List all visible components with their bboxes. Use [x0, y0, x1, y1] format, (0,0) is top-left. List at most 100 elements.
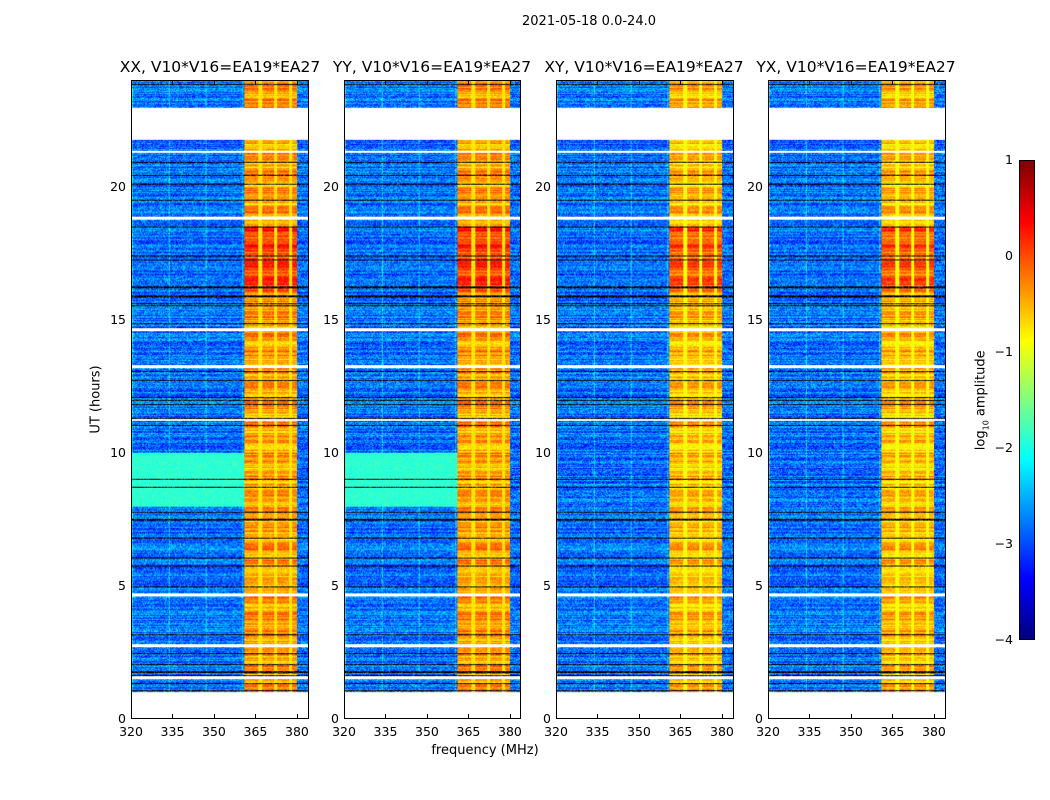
x-tick-mark [768, 714, 769, 719]
x-tick-label: 335 [797, 724, 822, 739]
x-tick-label: 335 [373, 724, 398, 739]
y-tick-label: 0 [331, 711, 339, 726]
x-tick-mark [468, 714, 470, 719]
x-tick-mark [131, 80, 132, 85]
x-tick-label: 350 [839, 724, 863, 739]
x-tick-mark [131, 714, 132, 719]
panel-title-xx: XX, V10*V16=EA19*EA27 [119, 58, 321, 76]
panel-title-yx: YX, V10*V16=EA19*EA27 [756, 58, 956, 76]
x-tick-label: 320 [756, 724, 780, 739]
y-tick-label: 10 [323, 444, 339, 460]
x-tick-mark [509, 80, 511, 85]
x-tick-label: 320 [544, 724, 568, 739]
colorbar [1019, 160, 1035, 640]
y-tick-label: 5 [331, 577, 339, 593]
y-tick-label: 10 [747, 444, 763, 460]
x-tick-mark [680, 80, 682, 85]
x-tick-mark [809, 80, 811, 85]
x-tick-mark [768, 80, 769, 85]
x-tick-mark [255, 80, 257, 85]
x-tick-mark [933, 80, 935, 85]
x-tick-mark [385, 80, 387, 85]
x-tick-mark [296, 714, 298, 719]
y-tick-label: 5 [543, 577, 551, 593]
heatmap-panel-xx [131, 80, 309, 719]
x-tick-label: 350 [627, 724, 651, 739]
x-tick-label: 320 [119, 724, 143, 739]
x-tick-label: 380 [922, 724, 946, 739]
x-tick-mark [255, 714, 257, 719]
heatmap-panel-yx [768, 80, 946, 719]
x-tick-mark [344, 714, 345, 719]
x-tick-label: 365 [456, 724, 481, 739]
y-tick-label: 5 [755, 577, 763, 593]
x-tick-mark [213, 80, 215, 85]
y-tick-label: 15 [535, 311, 551, 327]
y-tick-label: 0 [755, 711, 763, 726]
colorbar-tick-label: −4 [994, 632, 1013, 647]
heatmap-panel-yy [344, 80, 521, 719]
x-tick-label: 380 [710, 724, 734, 739]
x-tick-mark [597, 80, 599, 85]
x-tick-label: 335 [585, 724, 610, 739]
colorbar-tick-label: −2 [994, 440, 1013, 455]
panel-title-xy: XY, V10*V16=EA19*EA27 [544, 58, 744, 76]
y-tick-label: 0 [118, 711, 126, 726]
x-tick-mark [597, 714, 599, 719]
figure-title: 2021-05-18 0.0-24.0 [522, 14, 656, 29]
colorbar-gradient [1020, 161, 1034, 639]
x-axis-label: frequency (MHz) [431, 743, 539, 758]
heatmap-yx [769, 81, 945, 718]
y-tick-label: 10 [110, 444, 126, 460]
heatmap-xy [557, 81, 733, 718]
heatmap-xx [132, 81, 308, 718]
colorbar-label: log10 amplitude [973, 350, 991, 451]
x-tick-mark [680, 714, 682, 719]
x-tick-mark [556, 714, 557, 719]
y-tick-label: 15 [747, 311, 763, 327]
y-tick-label: 20 [323, 178, 339, 194]
x-tick-mark [892, 80, 894, 85]
y-tick-label: 20 [110, 178, 126, 194]
y-axis-label: UT (hours) [88, 365, 104, 434]
x-tick-mark [385, 714, 387, 719]
x-tick-mark [426, 80, 428, 85]
x-tick-mark [172, 80, 174, 85]
x-tick-mark [344, 80, 345, 85]
x-tick-mark [892, 714, 894, 719]
y-tick-label: 0 [543, 711, 551, 726]
y-tick-label: 10 [535, 444, 551, 460]
x-tick-mark [721, 80, 723, 85]
x-tick-label: 380 [498, 724, 522, 739]
x-tick-mark [809, 714, 811, 719]
x-tick-mark [426, 714, 428, 719]
x-tick-mark [850, 80, 852, 85]
x-tick-mark [850, 714, 852, 719]
x-tick-mark [721, 714, 723, 719]
x-tick-label: 380 [285, 724, 309, 739]
colorbar-tick-label: −1 [994, 344, 1013, 359]
x-tick-label: 365 [243, 724, 268, 739]
x-tick-mark [509, 714, 511, 719]
colorbar-tick-label: 1 [1005, 152, 1013, 167]
x-tick-mark [933, 714, 935, 719]
panel-title-yy: YY, V10*V16=EA19*EA27 [332, 58, 532, 76]
x-tick-label: 320 [332, 724, 356, 739]
x-tick-label: 365 [668, 724, 693, 739]
colorbar-tick-label: −3 [994, 536, 1013, 551]
x-tick-mark [468, 80, 470, 85]
x-tick-mark [296, 80, 298, 85]
x-tick-label: 335 [160, 724, 185, 739]
y-tick-label: 20 [535, 178, 551, 194]
x-tick-mark [638, 80, 640, 85]
heatmap-panel-xy [556, 80, 734, 719]
x-tick-mark [638, 714, 640, 719]
colorbar-tick-label: 0 [1005, 248, 1013, 263]
y-tick-label: 5 [118, 577, 126, 593]
x-tick-label: 365 [880, 724, 905, 739]
heatmap-yy [345, 81, 520, 718]
x-tick-mark [213, 714, 215, 719]
y-tick-label: 15 [110, 311, 126, 327]
x-tick-label: 350 [415, 724, 439, 739]
